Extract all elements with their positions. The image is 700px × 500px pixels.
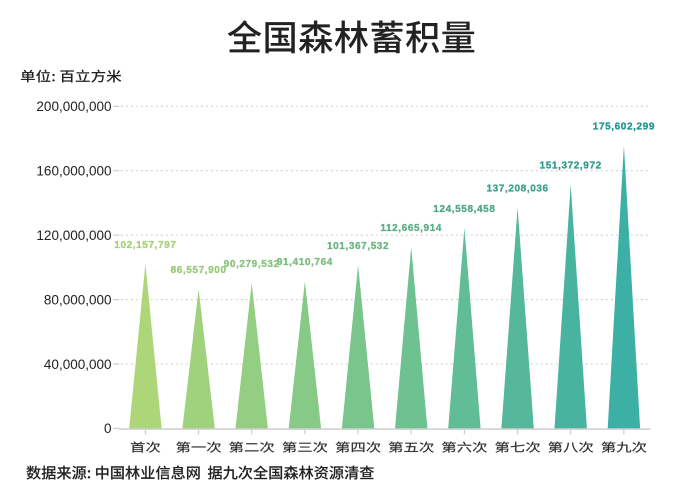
svg-text:112,665,914: 112,665,914 — [380, 223, 442, 234]
svg-text:102,157,797: 102,157,797 — [114, 240, 176, 251]
svg-text:160,000,000: 160,000,000 — [36, 164, 111, 179]
svg-text:137,208,036: 137,208,036 — [486, 183, 548, 194]
svg-text:90,279,532: 90,279,532 — [224, 259, 280, 270]
svg-text:175,602,299: 175,602,299 — [593, 122, 655, 133]
svg-text:124,558,458: 124,558,458 — [433, 204, 495, 215]
svg-text:151,372,972: 151,372,972 — [540, 161, 602, 172]
svg-text:200,000,000: 200,000,000 — [36, 99, 111, 114]
svg-text:0: 0 — [104, 421, 112, 436]
svg-text:80,000,000: 80,000,000 — [44, 292, 112, 307]
svg-text:40,000,000: 40,000,000 — [44, 357, 112, 372]
svg-text:91,410,764: 91,410,764 — [277, 257, 333, 268]
svg-text:120,000,000: 120,000,000 — [36, 228, 111, 243]
svg-text:86,557,900: 86,557,900 — [171, 265, 227, 276]
svg-text:101,367,532: 101,367,532 — [327, 241, 389, 252]
